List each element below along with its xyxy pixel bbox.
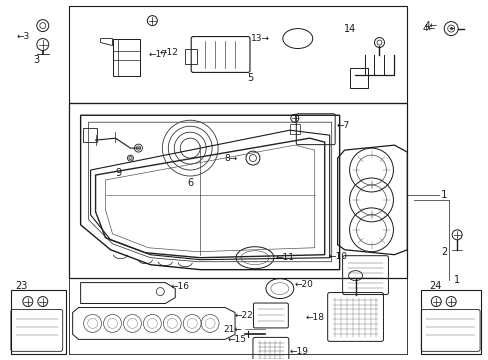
Bar	[112, 39, 140, 76]
Text: ←18: ←18	[305, 313, 324, 322]
Text: 1: 1	[453, 275, 459, 285]
Bar	[421, 289, 480, 354]
Text: ←20: ←20	[294, 280, 313, 289]
Text: ←15: ←15	[227, 335, 246, 344]
Text: ←16: ←16	[170, 282, 189, 291]
Text: ←7: ←7	[336, 121, 349, 130]
Bar	[11, 289, 65, 354]
Text: 1: 1	[440, 190, 447, 200]
Text: 6: 6	[187, 178, 193, 188]
Text: 24: 24	[428, 280, 441, 291]
Text: ←11: ←11	[275, 253, 294, 262]
Text: ←22: ←22	[234, 311, 252, 320]
Text: 13→: 13→	[250, 34, 269, 43]
Text: 9: 9	[115, 168, 122, 178]
Text: 5: 5	[246, 73, 253, 84]
Text: ←12: ←12	[159, 48, 178, 57]
Text: ←17: ←17	[148, 50, 167, 59]
Bar	[289, 124, 299, 134]
Bar	[185, 49, 197, 64]
Text: 2: 2	[440, 247, 447, 257]
Text: ←19: ←19	[289, 347, 308, 356]
Text: 4←: 4←	[424, 21, 437, 30]
Bar	[68, 6, 407, 103]
Text: ←3: ←3	[17, 32, 30, 41]
Circle shape	[128, 157, 132, 160]
Text: 14: 14	[343, 24, 355, 33]
Text: 21←: 21←	[223, 325, 242, 334]
Text: ←10: ←10	[328, 252, 347, 261]
Bar	[68, 103, 407, 278]
Text: 23: 23	[15, 280, 27, 291]
Bar	[349, 68, 367, 88]
Text: 8→: 8→	[224, 154, 238, 163]
Bar	[82, 128, 96, 142]
Text: 3: 3	[34, 55, 40, 66]
Text: 4←: 4←	[421, 24, 434, 33]
Circle shape	[136, 146, 141, 150]
